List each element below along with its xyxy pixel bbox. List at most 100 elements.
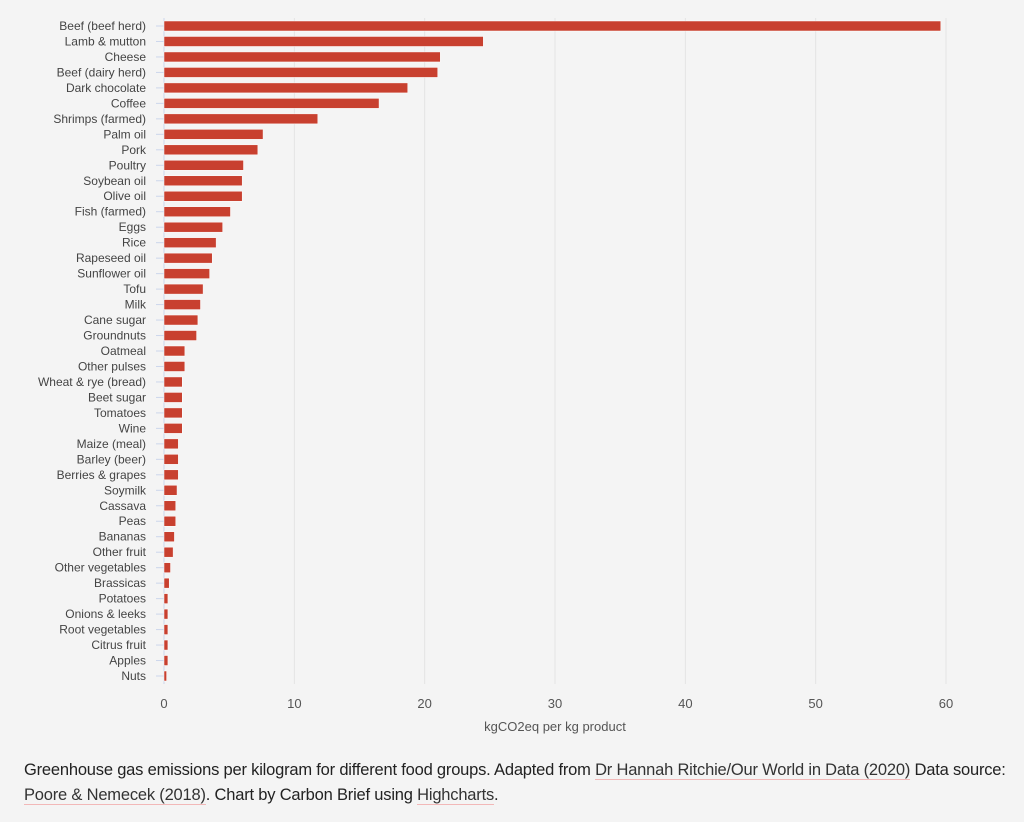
- bar[interactable]: [163, 190, 243, 202]
- bars: [163, 20, 942, 682]
- category-label: Shrimps (farmed): [53, 112, 146, 126]
- category-label: Palm oil: [103, 127, 146, 141]
- category-label: Pork: [121, 143, 147, 157]
- category-label: Brassicas: [94, 576, 146, 590]
- category-label: Tofu: [123, 282, 146, 296]
- category-label: Wheat & rye (bread): [38, 375, 146, 389]
- bar[interactable]: [163, 500, 176, 512]
- bar[interactable]: [163, 546, 174, 558]
- category-label: Apples: [109, 654, 146, 668]
- category-label: Poultry: [109, 158, 146, 172]
- x-axis-title: kgCO2eq per kg product: [484, 719, 626, 734]
- caption-text: Data source:: [910, 761, 1006, 779]
- category-label: Beef (dairy herd): [57, 65, 146, 79]
- bar[interactable]: [163, 144, 259, 156]
- category-label: Citrus fruit: [91, 638, 146, 652]
- bar[interactable]: [163, 639, 169, 651]
- category-label: Root vegetables: [59, 623, 146, 637]
- category-label: Oatmeal: [101, 344, 146, 358]
- x-tick-label: 40: [678, 696, 692, 711]
- bar[interactable]: [163, 221, 223, 233]
- bar[interactable]: [163, 160, 244, 171]
- category-label: Soymilk: [104, 483, 147, 497]
- bar[interactable]: [163, 98, 380, 109]
- bar[interactable]: [163, 237, 217, 248]
- bar[interactable]: [163, 562, 171, 573]
- bar[interactable]: [163, 608, 169, 620]
- bar[interactable]: [163, 577, 170, 589]
- bar[interactable]: [163, 345, 186, 357]
- category-label: Coffee: [111, 96, 146, 110]
- caption-text: Greenhouse gas emissions per kilogram fo…: [24, 761, 596, 779]
- bar[interactable]: [163, 82, 408, 94]
- bar[interactable]: [163, 655, 169, 666]
- bar[interactable]: [163, 299, 201, 310]
- caption-text: . Chart by Carbon Brief using: [205, 786, 418, 804]
- category-label: Bananas: [99, 530, 146, 544]
- category-label: Onions & leeks: [65, 607, 146, 621]
- bar[interactable]: [163, 314, 199, 326]
- bar[interactable]: [163, 36, 484, 47]
- category-label: Maize (meal): [77, 437, 146, 451]
- gridlines: [156, 18, 947, 684]
- x-tick-labels: 0 10 20 30 40 50 60: [160, 696, 953, 711]
- bar[interactable]: [163, 252, 213, 264]
- bar[interactable]: [163, 454, 179, 465]
- bar[interactable]: [163, 20, 942, 32]
- bar[interactable]: [163, 469, 179, 481]
- bar[interactable]: [163, 206, 231, 217]
- bar[interactable]: [163, 113, 319, 125]
- bar[interactable]: [163, 515, 176, 527]
- category-label: Nuts: [121, 669, 146, 683]
- category-label: Soybean oil: [83, 174, 146, 188]
- category-label: Other vegetables: [55, 561, 146, 575]
- x-tick-label: 60: [939, 696, 953, 711]
- bar[interactable]: [163, 624, 169, 635]
- owid-link[interactable]: Dr Hannah Ritchie/Our World in Data (202…: [595, 761, 911, 780]
- bar[interactable]: [163, 51, 441, 63]
- bar[interactable]: [163, 129, 264, 140]
- category-label: Peas: [119, 514, 146, 528]
- category-label: Beet sugar: [88, 390, 146, 404]
- highcharts-link[interactable]: Highcharts: [417, 786, 495, 805]
- bar[interactable]: [163, 361, 186, 372]
- x-tick-label: 0: [160, 696, 167, 711]
- category-labels: Beef (beef herd)Lamb & mutton CheeseBeef …: [38, 19, 147, 683]
- category-label: Cheese: [105, 50, 147, 64]
- category-label: Rapeseed oil: [76, 251, 146, 265]
- category-label: Dark chocolate: [66, 81, 146, 95]
- caption-text: .: [494, 786, 499, 804]
- bar[interactable]: [163, 670, 167, 682]
- bar[interactable]: [163, 423, 183, 434]
- bar[interactable]: [163, 268, 210, 279]
- category-label: Milk: [125, 298, 147, 312]
- x-tick-label: 20: [417, 696, 431, 711]
- category-label: Cane sugar: [84, 313, 146, 327]
- category-label: Other fruit: [93, 545, 147, 559]
- category-label: Wine: [119, 421, 147, 435]
- category-label: Groundnuts: [83, 329, 146, 343]
- bar[interactable]: [163, 438, 179, 450]
- chart-caption: Greenhouse gas emissions per kilogram fo…: [24, 758, 1014, 808]
- bar[interactable]: [163, 407, 183, 419]
- bar[interactable]: [163, 485, 178, 496]
- category-label: Olive oil: [103, 189, 146, 203]
- category-label: Barley (beer): [77, 452, 146, 466]
- category-label: Eggs: [119, 220, 146, 234]
- category-label: Other pulses: [78, 359, 146, 373]
- category-label: Sunflower oil: [77, 267, 146, 281]
- category-label: Tomatoes: [94, 406, 146, 420]
- bar[interactable]: [163, 376, 183, 388]
- bar[interactable]: [163, 175, 243, 187]
- category-label: Rice: [122, 236, 146, 250]
- poore-nemecek-link[interactable]: Poore & Nemecek (2018): [24, 786, 206, 805]
- bar[interactable]: [163, 283, 204, 295]
- x-tick-label: 10: [287, 696, 301, 711]
- bar[interactable]: [163, 531, 175, 542]
- bar[interactable]: [163, 330, 197, 341]
- category-label: Fish (farmed): [75, 205, 146, 219]
- bar[interactable]: [163, 67, 438, 78]
- bar-chart: Beef (beef herd)Lamb & mutton CheeseBeef …: [38, 18, 953, 734]
- bar[interactable]: [163, 593, 169, 604]
- bar[interactable]: [163, 392, 183, 403]
